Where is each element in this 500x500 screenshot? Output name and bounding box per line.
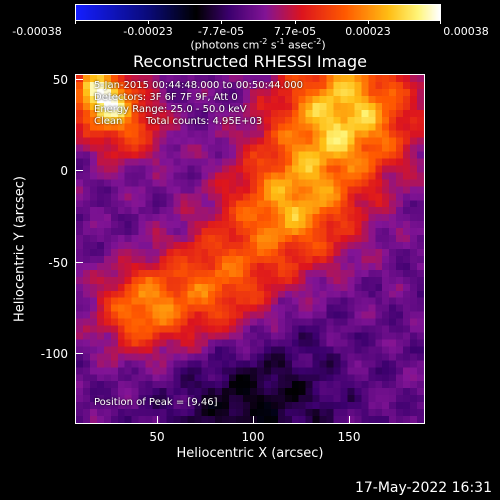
annotation-total-counts: Total counts: 4.95E+03 bbox=[146, 116, 263, 127]
colorbar-tick bbox=[148, 21, 149, 24]
annotation-algorithm: Clean bbox=[94, 116, 123, 127]
annotation-peak-position: Position of Peak = [9,46] bbox=[94, 397, 218, 408]
colorbar-units: (photons cm-2 s-1 asec-2) bbox=[190, 37, 326, 52]
colorbar-tick-label: -0.00023 bbox=[123, 25, 173, 38]
x-tick-label: 50 bbox=[149, 430, 165, 444]
x-tick bbox=[253, 416, 254, 424]
y-tick bbox=[75, 79, 83, 80]
x-tick-label: 100 bbox=[241, 430, 265, 444]
colorbar-tick-label: 0.00038 bbox=[443, 25, 489, 38]
y-axis-label: Heliocentric Y (arcsec) bbox=[12, 176, 28, 322]
colorbar-tick bbox=[221, 21, 222, 24]
x-tick bbox=[349, 416, 350, 424]
y-tick-label: -50 bbox=[48, 256, 68, 270]
x-tick bbox=[157, 416, 158, 424]
timestamp: 17-May-2022 16:31 bbox=[354, 480, 492, 496]
annotation-energy-range: Energy Range: 25.0 - 50.0 keV bbox=[94, 104, 247, 115]
colorbar-tick-label: 7.7e-05 bbox=[273, 25, 317, 38]
y-tick-label: -100 bbox=[40, 347, 68, 361]
colorbar-tick bbox=[75, 21, 76, 24]
colorbar-tick-label: -0.00038 bbox=[12, 25, 62, 38]
annotation-time-range: 5-Jan-2015 00:44:48.000 to 00:50:44.000 bbox=[94, 80, 303, 91]
x-axis-label: Heliocentric X (arcsec) bbox=[176, 446, 324, 461]
heatmap-image bbox=[76, 75, 424, 423]
colorbar-tick bbox=[368, 21, 369, 24]
y-tick bbox=[75, 170, 83, 171]
x-tick-label: 150 bbox=[337, 430, 361, 444]
annotation-detectors: Detectors: 3F 6F 7F 9F, Att 0 bbox=[94, 92, 238, 103]
y-tick bbox=[75, 262, 83, 263]
heatmap-plot bbox=[75, 74, 425, 424]
colorbar-tick bbox=[440, 21, 441, 24]
y-tick-label: 50 bbox=[52, 73, 68, 87]
colorbar-tick-label: -7.7e-05 bbox=[197, 25, 245, 38]
y-tick-label: 0 bbox=[60, 164, 68, 178]
colorbar-tick bbox=[295, 21, 296, 24]
colorbar bbox=[75, 4, 441, 21]
colorbar-tick-label: 0.00023 bbox=[345, 25, 391, 38]
chart-title: Reconstructed RHESSI Image bbox=[133, 52, 367, 71]
y-tick bbox=[75, 353, 83, 354]
